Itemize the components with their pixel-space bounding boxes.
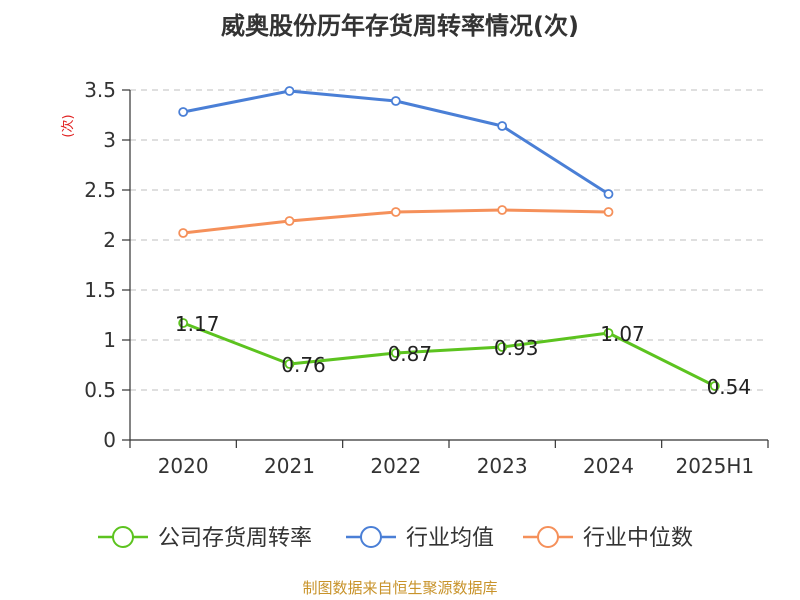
y-tick-label: 2 xyxy=(103,228,116,252)
y-axis-label: (次) xyxy=(60,114,76,137)
x-tick-label: 2020 xyxy=(158,454,209,478)
legend-item: 公司存货周转率 xyxy=(98,526,312,551)
data-point xyxy=(284,86,295,96)
data-point xyxy=(178,318,189,328)
data-label: 0.76 xyxy=(281,353,326,377)
y-tick-label: 1.5 xyxy=(84,278,116,302)
data-labels: 1.17 0.76 0.87 0.93 1.07 0.54 xyxy=(175,312,751,399)
data-point xyxy=(497,342,508,352)
data-point xyxy=(178,228,189,238)
legend-label: 行业均值 xyxy=(406,526,494,551)
data-point xyxy=(390,348,401,358)
series-lines xyxy=(178,86,720,391)
data-label: 0.93 xyxy=(494,336,539,360)
data-label: 0.54 xyxy=(707,375,752,399)
x-tick-label: 2025H1 xyxy=(675,454,754,478)
data-label: 1.17 xyxy=(175,312,220,336)
legend-marker-icon xyxy=(360,526,382,548)
data-point xyxy=(603,207,614,217)
y-tick-label: 0.5 xyxy=(84,378,116,402)
series-line xyxy=(182,89,610,196)
legend-item: 行业中位数 xyxy=(523,526,693,551)
data-point xyxy=(497,205,508,215)
legend-item: 行业均值 xyxy=(346,526,494,551)
axes: 0 0.5 1 1.5 2 2.5 3 3.5 2020 2021 2022 2023 2024 2025… xyxy=(84,78,769,478)
y-tick-label: 0 xyxy=(103,428,116,452)
data-point xyxy=(284,216,295,226)
legend-label: 行业中位数 xyxy=(583,526,693,551)
y-tick-label: 1 xyxy=(103,328,116,352)
data-point xyxy=(390,207,401,217)
series-1 xyxy=(178,86,614,199)
legend-label: 公司存货周转率 xyxy=(158,526,312,551)
x-tick-label: 2021 xyxy=(264,454,315,478)
legend: 公司存货周转率 行业均值 行业中位数 xyxy=(98,526,693,551)
x-tick-label: 2024 xyxy=(583,454,634,478)
x-tick-label: 2023 xyxy=(477,454,528,478)
data-point xyxy=(603,189,614,199)
data-label: 1.07 xyxy=(600,322,645,346)
data-point xyxy=(497,121,508,131)
series-0 xyxy=(178,318,720,391)
y-tick-label: 3.5 xyxy=(84,78,116,102)
grid-lines xyxy=(130,89,768,391)
data-point xyxy=(603,328,614,338)
data-point xyxy=(284,359,295,369)
legend-marker-icon xyxy=(537,526,559,548)
data-point xyxy=(178,107,189,117)
legend-marker-icon xyxy=(112,526,134,548)
series-2 xyxy=(178,205,614,238)
x-tick-label: 2022 xyxy=(370,454,421,478)
series-line xyxy=(182,321,716,388)
chart-title: 威奥股份历年存货周转率情况(次) xyxy=(221,12,579,40)
y-tick-label: 3 xyxy=(103,128,116,152)
source-note: 制图数据来自恒生聚源数据库 xyxy=(302,579,497,597)
data-point xyxy=(709,381,720,391)
data-point xyxy=(390,96,401,106)
data-label: 0.87 xyxy=(388,342,433,366)
y-tick-label: 2.5 xyxy=(84,178,116,202)
